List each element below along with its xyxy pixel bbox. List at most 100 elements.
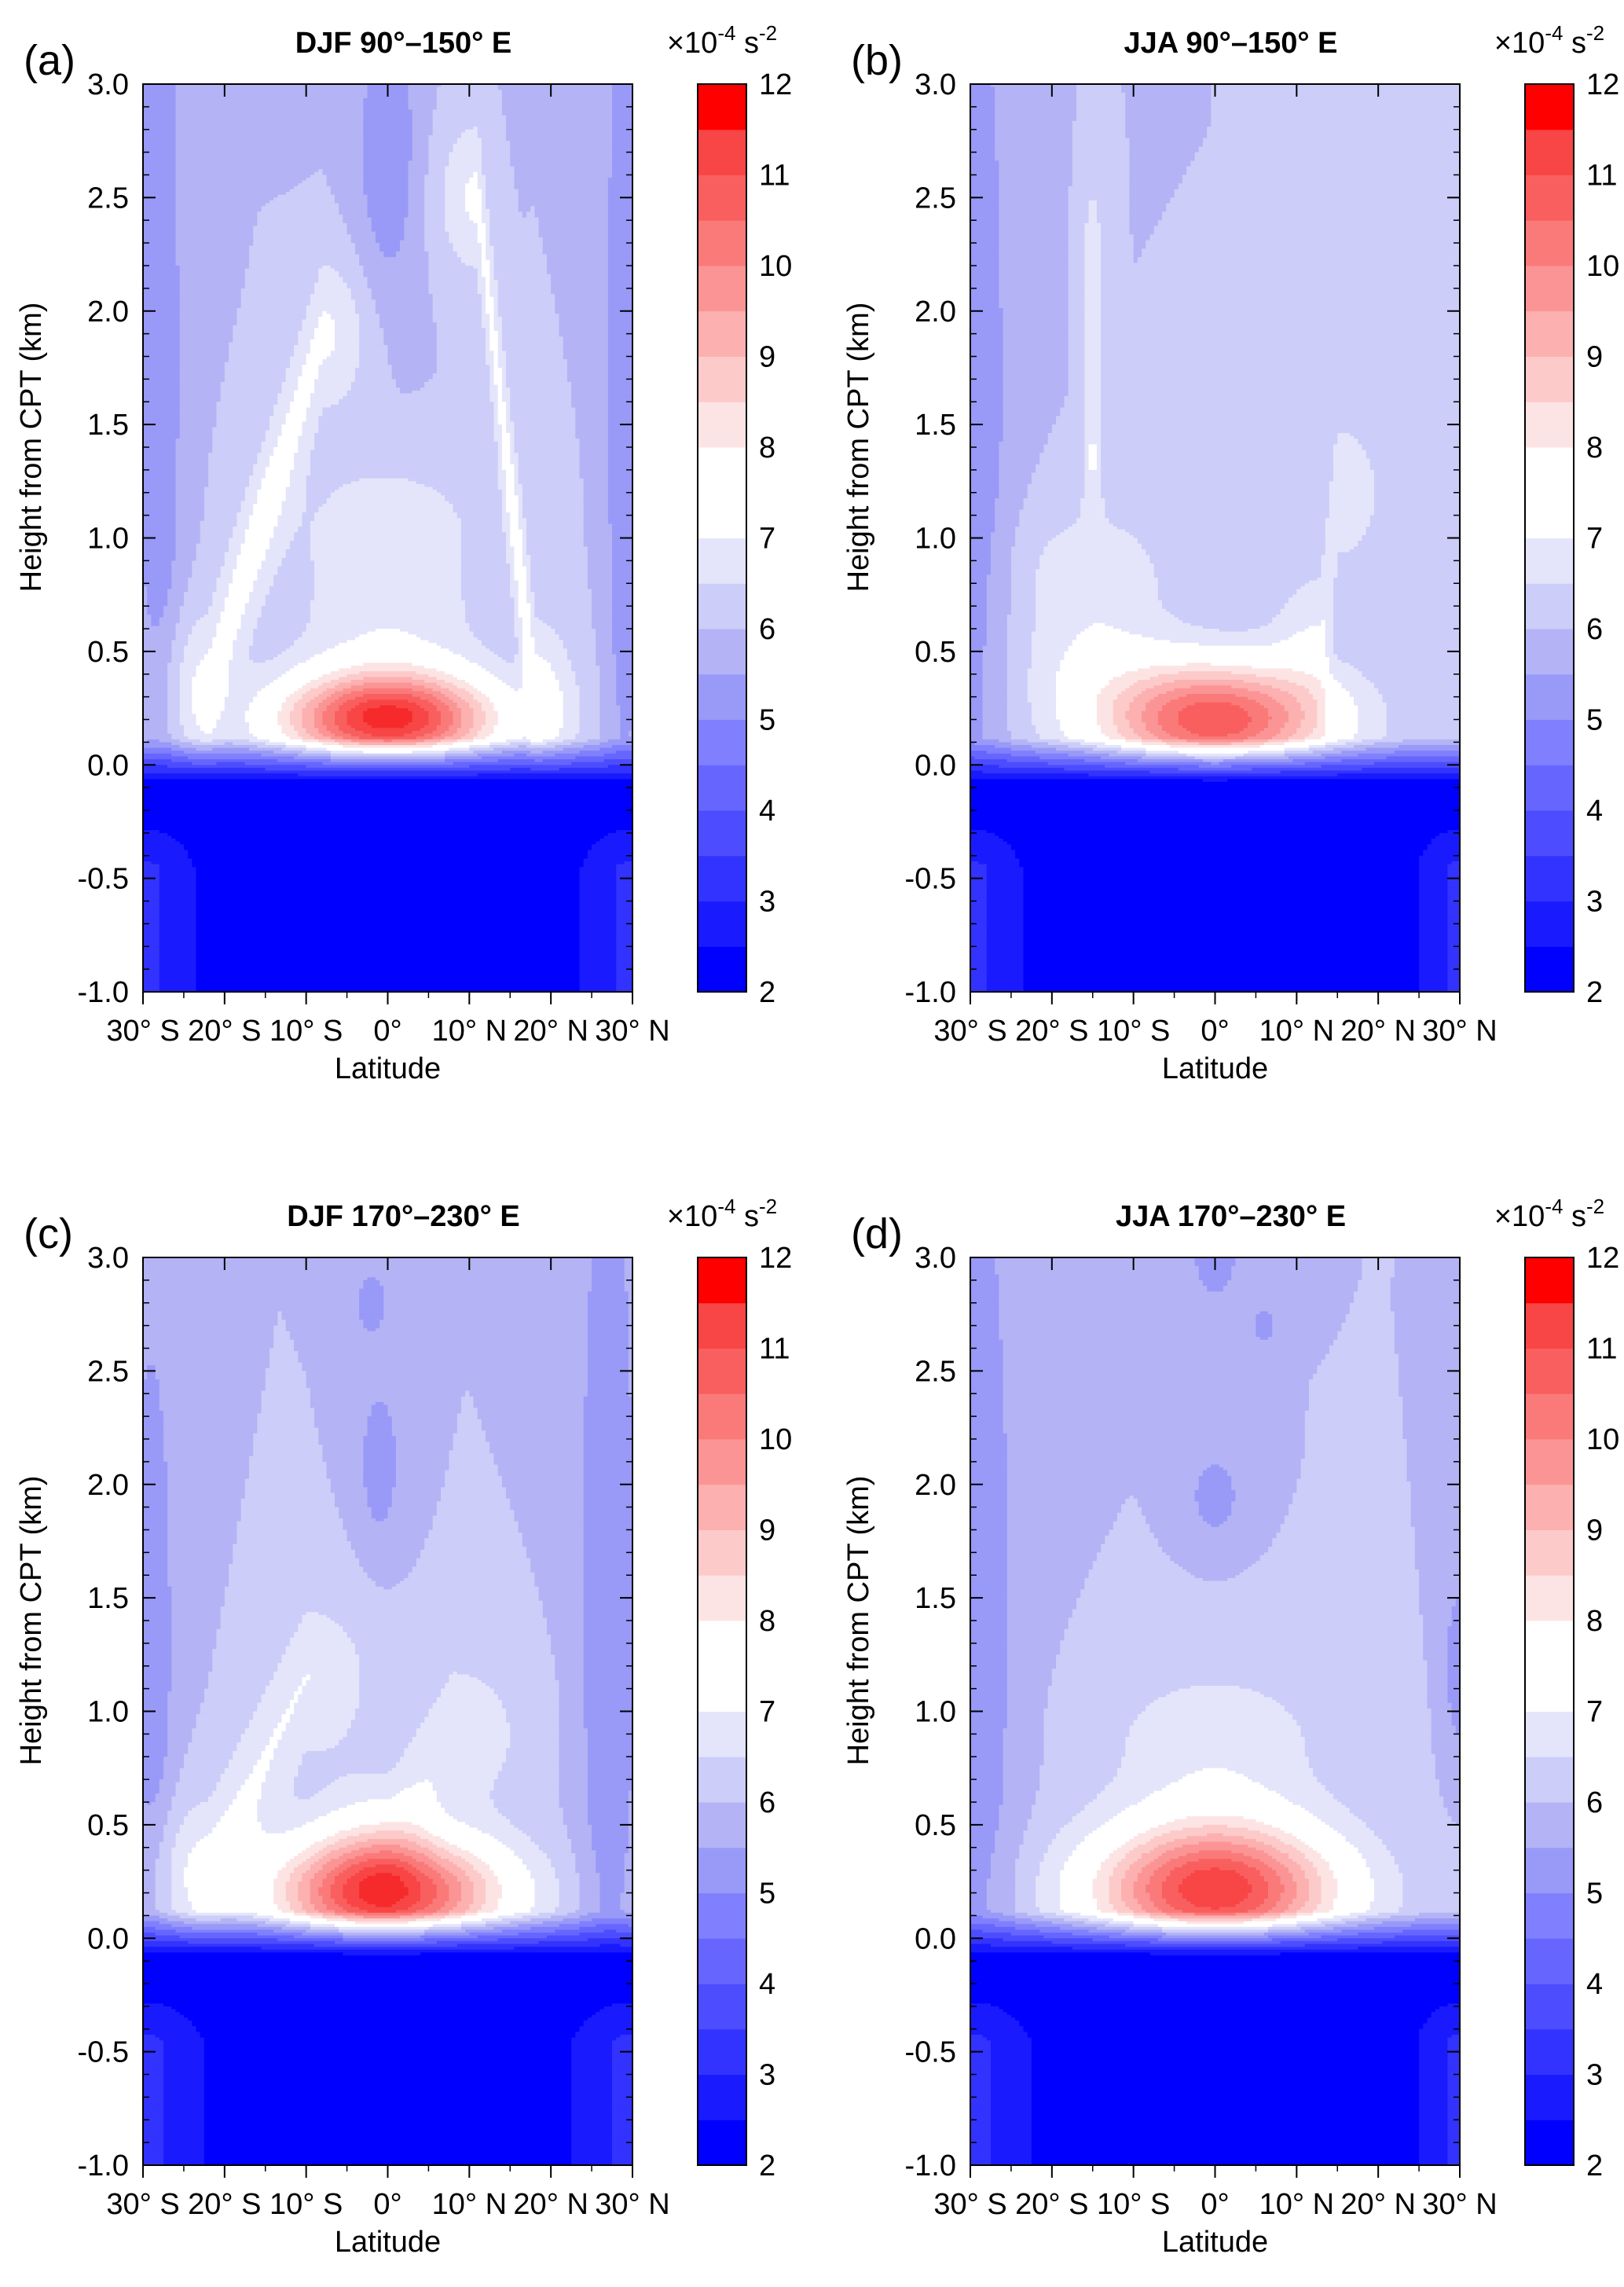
contour-cell — [579, 904, 617, 908]
contour-cell — [445, 679, 466, 684]
contour-cell — [530, 206, 535, 210]
contour-cell — [518, 461, 581, 465]
contour-cell — [501, 435, 511, 439]
contour-cell — [143, 200, 177, 204]
contour-cell — [493, 402, 499, 406]
contour-cell — [359, 362, 389, 365]
contour-cell — [1010, 589, 1036, 593]
contour-cell — [412, 134, 430, 139]
contour-cell — [339, 398, 490, 402]
contour-cell — [175, 245, 250, 249]
contour-cell — [489, 259, 495, 263]
contour-cell — [354, 379, 397, 383]
contour-cell — [143, 146, 177, 150]
contour-cell — [220, 611, 246, 615]
contour-cell — [571, 665, 601, 670]
contour-cell — [538, 217, 609, 221]
contour-cell — [1015, 541, 1049, 545]
contour-cell — [489, 231, 540, 235]
contour-cell — [445, 192, 466, 196]
contour-cell — [302, 520, 311, 525]
contour-cell — [473, 722, 486, 726]
contour-cell — [514, 464, 519, 468]
contour-cell — [289, 189, 332, 193]
contour-cell — [1101, 396, 1461, 400]
contour-cell — [526, 527, 585, 530]
contour-cell — [501, 319, 560, 323]
contour-cell — [1101, 285, 1461, 289]
contour-cell — [257, 458, 270, 462]
contour-cell — [310, 538, 462, 541]
contour-cell — [477, 231, 486, 235]
contour-cell — [1076, 518, 1110, 522]
contour-cell — [501, 439, 511, 442]
contour-cell — [970, 549, 992, 553]
contour-cell — [522, 560, 531, 564]
contour-cell — [277, 759, 332, 763]
contour-cell — [159, 869, 197, 874]
contour-cell — [1043, 549, 1146, 553]
contour-cell — [143, 160, 177, 164]
contour-cell — [489, 331, 499, 335]
contour-cell — [1133, 245, 1146, 249]
contour-cell — [501, 90, 613, 94]
contour-cell — [285, 370, 303, 374]
contour-cell — [289, 716, 303, 721]
contour-cell — [1068, 328, 1085, 332]
contour-cell — [563, 710, 581, 714]
contour-cell — [999, 169, 1073, 173]
contour-cell — [995, 118, 1077, 122]
contour-cell — [1060, 410, 1085, 414]
contour-cell — [179, 379, 225, 383]
contour-cell — [579, 977, 617, 982]
contour-cell — [363, 677, 413, 681]
contour-cell — [477, 226, 486, 229]
contour-cell — [248, 262, 360, 266]
contour-cell — [1084, 410, 1102, 414]
contour-cell — [575, 410, 609, 414]
contour-cell — [510, 160, 613, 164]
contour-cell — [1129, 185, 1179, 190]
contour-cell — [298, 447, 315, 451]
contour-cell — [555, 294, 609, 298]
contour-cell — [563, 345, 609, 349]
contour-cell — [261, 478, 291, 482]
contour-cell — [143, 739, 148, 743]
contour-cell — [281, 725, 295, 729]
contour-cell — [408, 101, 438, 105]
contour-cell — [555, 305, 609, 309]
contour-cell — [970, 571, 992, 576]
contour-cell — [175, 141, 364, 145]
contour-cell — [229, 353, 295, 358]
contour-cell — [1015, 543, 1049, 547]
contour-cell — [343, 217, 372, 221]
contour-cell — [970, 104, 995, 108]
contour-cell — [335, 333, 360, 337]
contour-cell — [269, 416, 287, 420]
contour-cell — [1329, 483, 1375, 488]
contour-cell — [240, 543, 270, 547]
contour-cell — [167, 603, 185, 607]
contour-cell — [1072, 157, 1131, 162]
contour-cell — [294, 345, 311, 349]
contour-cell — [294, 708, 303, 712]
contour-cell — [289, 472, 311, 476]
contour-cell — [563, 714, 581, 718]
contour-cell — [522, 495, 585, 499]
contour-cell — [970, 112, 995, 116]
contour-cell — [359, 322, 380, 326]
contour-cell — [306, 504, 324, 508]
contour-cell — [551, 280, 609, 284]
contour-cell — [233, 575, 258, 578]
contour-cell — [314, 333, 335, 337]
contour-cell — [314, 435, 495, 439]
contour-cell — [514, 467, 519, 471]
contour-cell — [350, 739, 384, 743]
contour-cell — [179, 617, 201, 621]
contour-cell — [970, 390, 1004, 395]
contour-cell — [1051, 427, 1085, 431]
contour-cell — [526, 518, 585, 522]
contour-cell — [995, 152, 1073, 156]
contour-cell — [350, 381, 397, 386]
contour-cell — [224, 603, 246, 607]
